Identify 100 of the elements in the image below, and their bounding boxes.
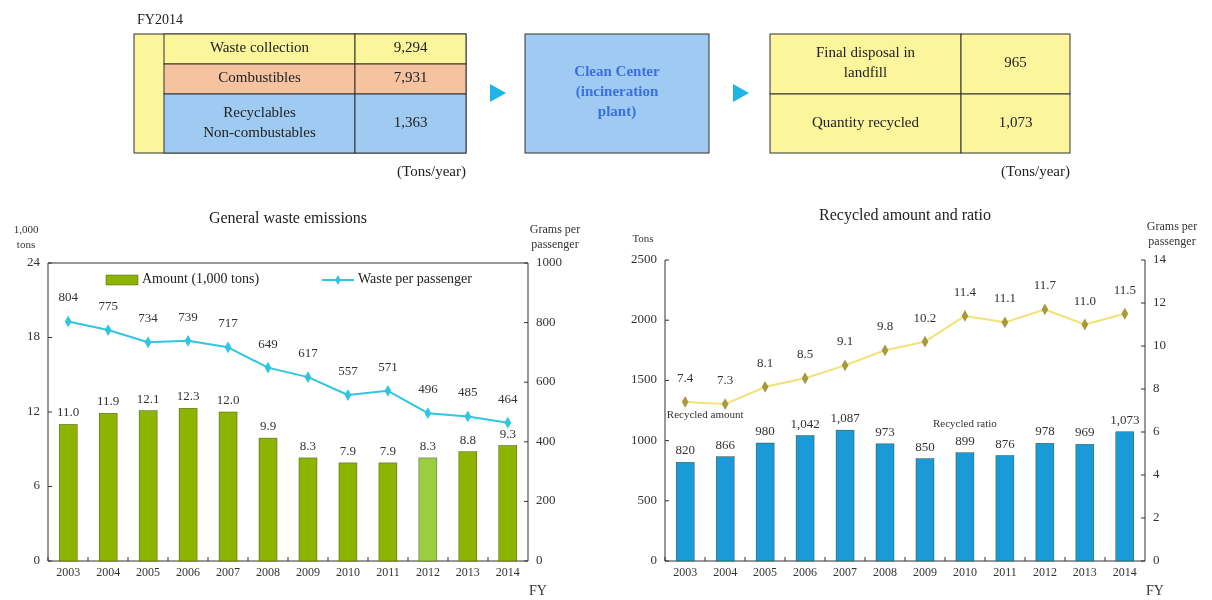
- x-axis-title: FY: [1146, 583, 1164, 598]
- bar: [1115, 431, 1134, 562]
- bar: [98, 413, 118, 562]
- y2-tick-label: 8: [1153, 379, 1160, 395]
- y-tick-label: 500: [637, 491, 657, 507]
- data-label: 7.9: [379, 442, 397, 458]
- y2-axis-title: Grams per passenger: [1146, 219, 1198, 248]
- x-tick-label: 2004: [713, 565, 738, 579]
- data-label: 12.1: [136, 390, 160, 406]
- data-label: 969: [1075, 424, 1095, 440]
- x-tick-label: 2007: [216, 565, 241, 579]
- text: (Tons/year): [1001, 163, 1070, 180]
- x-tick-label: 2007: [833, 565, 858, 579]
- data-label: 7.9: [339, 442, 357, 458]
- y-tick-label: 18: [27, 328, 40, 344]
- data-label: 649: [258, 335, 278, 351]
- data-label: 11.9: [97, 393, 120, 409]
- bar: [755, 442, 775, 562]
- text: Recyclables Non-combustables: [203, 103, 316, 140]
- y-tick-label: 0: [650, 551, 657, 567]
- bar: [835, 429, 855, 562]
- y-axis-title: Tons: [632, 232, 654, 244]
- data-label: 12.0: [216, 392, 240, 407]
- data-label: 876: [995, 435, 1016, 451]
- text: Recycled ratio: [933, 416, 998, 429]
- bar: [458, 451, 478, 562]
- y2-tick-label: 0: [536, 551, 543, 567]
- data-label: 978: [1035, 423, 1055, 439]
- x-tick-label: 2011: [376, 565, 400, 579]
- bar: [675, 462, 695, 562]
- legend-label: Amount (1,000 tons): [142, 271, 260, 288]
- bar: [138, 410, 158, 562]
- bar: [298, 457, 318, 562]
- text: Clean Center (incineration plant): [574, 63, 661, 121]
- text: 965: [1004, 54, 1027, 71]
- x-tick-label: 2006: [176, 565, 201, 579]
- x-tick-label: 2009: [295, 565, 320, 579]
- chart-title: Recycled amount and ratio: [819, 206, 991, 224]
- data-label: 804: [58, 289, 79, 305]
- y-tick-label: 2500: [631, 250, 657, 266]
- text: (Tons/year): [397, 163, 466, 180]
- y2-tick-label: 14: [1153, 250, 1167, 266]
- x-tick-label: 2005: [136, 565, 161, 579]
- x-tick-label: 2011: [993, 565, 1017, 579]
- bar: [498, 445, 518, 562]
- x-tick-label: 2014: [1112, 565, 1137, 579]
- bar: [955, 452, 975, 562]
- bar: [338, 462, 358, 562]
- text: Combustibles: [218, 69, 301, 86]
- x-axis-title: FY: [529, 583, 547, 598]
- y2-tick-label: 10: [1153, 336, 1166, 352]
- data-label: 9.1: [836, 333, 854, 349]
- bar: [1075, 444, 1095, 562]
- data-label: 980: [755, 423, 775, 439]
- data-label: 557: [338, 363, 359, 379]
- data-label: 11.7: [1033, 277, 1057, 293]
- data-label: 8.3: [299, 437, 317, 453]
- data-label: 9.3: [499, 425, 516, 441]
- x-tick-label: 2003: [673, 565, 698, 579]
- y2-tick-label: 600: [536, 373, 556, 389]
- data-label: 1,073: [1110, 411, 1140, 427]
- data-label: 496: [418, 381, 439, 397]
- data-label: 8.1: [756, 354, 774, 370]
- data-label: 11.4: [953, 283, 977, 299]
- x-tick-label: 2012: [415, 565, 440, 579]
- text: 1,363: [393, 113, 428, 130]
- y-axis-title: 1,000 tons: [13, 223, 39, 250]
- data-label: 617: [298, 345, 319, 361]
- data-label: 775: [98, 298, 118, 314]
- x-tick-label: 2014: [495, 565, 520, 579]
- data-label: 10.2: [913, 309, 937, 325]
- y2-tick-label: 800: [536, 313, 556, 329]
- bar: [795, 435, 815, 562]
- data-label: 7.3: [717, 372, 734, 388]
- text: 9,294: [393, 39, 428, 56]
- data-label: 7.4: [677, 369, 694, 385]
- y2-axis-title: Grams per passenger: [529, 222, 581, 251]
- data-label: 717: [218, 315, 239, 331]
- y2-tick-label: 12: [1153, 293, 1166, 309]
- y2-tick-label: 0: [1153, 551, 1160, 567]
- bar: [58, 424, 78, 562]
- x-tick-label: 2010: [335, 565, 360, 579]
- y-tick-label: 24: [27, 253, 41, 269]
- legend-label: Waste per passenger: [358, 271, 473, 287]
- text: 7,931: [393, 69, 428, 86]
- data-label: 9.8: [876, 318, 894, 334]
- data-label: 866: [715, 436, 736, 452]
- text: FY2014: [137, 12, 183, 27]
- chart-title: General waste emissions: [208, 209, 368, 226]
- data-label: 11.0: [1073, 292, 1096, 308]
- data-label: 1,042: [790, 415, 820, 431]
- y2-tick-label: 6: [1153, 422, 1160, 438]
- data-label: 899: [955, 432, 975, 448]
- bar: [258, 437, 278, 562]
- y2-tick-label: 2: [1153, 508, 1160, 524]
- series-label: Recycled amount: [666, 407, 744, 420]
- bar: [995, 455, 1015, 562]
- data-label: 8.8: [459, 431, 476, 447]
- bar: [178, 408, 198, 562]
- x-tick-label: 2009: [912, 565, 937, 579]
